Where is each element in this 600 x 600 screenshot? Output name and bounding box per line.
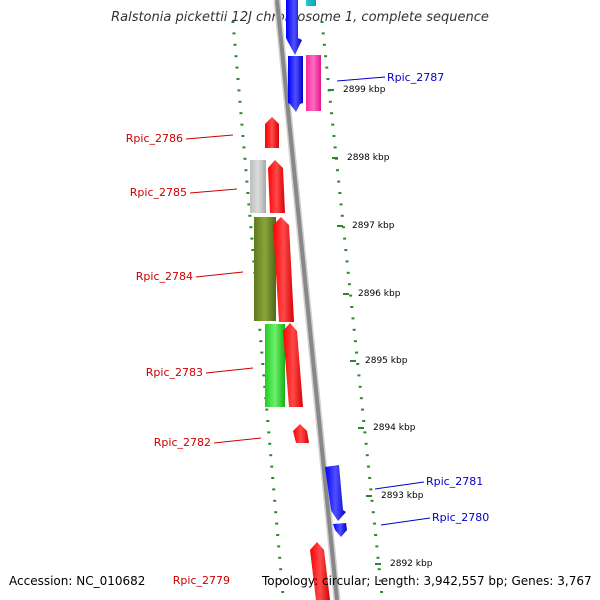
scale-label: 2893 kbp [381, 491, 424, 501]
gene-feature-partial-blue [286, 0, 302, 55]
gene-labels: Rpic_2787 Rpic_2786 Rpic_2785 Rpic_2784 … [126, 71, 489, 587]
gene-feature-partial-cyan [306, 0, 316, 6]
gene-feature-rpic-2785 [268, 160, 285, 213]
scale-labels: 2899 kbp 2898 kbp 2897 kbp 2896 kbp 2895… [343, 85, 433, 569]
gene-label: Rpic_2787 [387, 71, 444, 84]
topology-text: Topology: circular; Length: 3,942,557 bp… [262, 574, 592, 588]
gene-feature-rpic-2784-olive [254, 217, 276, 321]
gene-feature-rpic-2782 [293, 424, 309, 443]
scale-major-ticks [328, 89, 381, 565]
gene-label: Rpic_2783 [146, 366, 203, 379]
gene-feature-rpic-2786 [265, 117, 279, 148]
scale-label: 2896 kbp [358, 289, 401, 299]
gene-feature-rpic-2783 [283, 323, 303, 407]
accession-text: Accession: NC_010682 [9, 574, 146, 588]
gene-feature-rpic-2779 [310, 542, 330, 600]
gene-feature-rpic-2781 [325, 465, 346, 521]
gene-label: Rpic_2784 [136, 270, 193, 283]
map-title: Ralstonia pickettii 12J chromosome 1, co… [111, 10, 489, 25]
gene-label: Rpic_2781 [426, 475, 483, 488]
scale-label: 2897 kbp [352, 221, 395, 231]
gene-feature-rpic-2780 [333, 523, 347, 537]
scale-label: 2892 kbp [390, 559, 433, 569]
gene-label: Rpic_2779 [173, 574, 230, 587]
gene-feature-rpic-2784 [273, 217, 294, 322]
gene-feature-rpic-2787 [306, 55, 321, 111]
right-tick-track [320, 21, 384, 593]
label-leader-lines [185, 76, 431, 526]
gene-label: Rpic_2785 [130, 186, 187, 199]
scale-label: 2899 kbp [343, 85, 386, 95]
chromosome-backbone [273, 0, 341, 600]
gene-label: Rpic_2782 [154, 436, 211, 449]
gene-label: Rpic_2780 [432, 511, 489, 524]
scale-label: 2898 kbp [347, 153, 390, 163]
gene-feature-rpic-2785-grey [250, 160, 266, 213]
scale-label: 2894 kbp [373, 423, 416, 433]
gene-feature-blue-2899 [288, 56, 303, 112]
scale-label: 2895 kbp [365, 356, 408, 366]
gene-label: Rpic_2786 [126, 132, 183, 145]
gene-feature-rpic-2783-green [265, 324, 285, 407]
